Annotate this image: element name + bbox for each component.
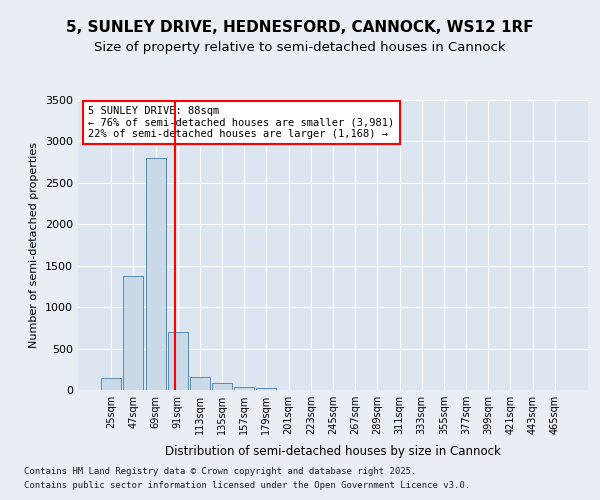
Text: Size of property relative to semi-detached houses in Cannock: Size of property relative to semi-detach… xyxy=(94,41,506,54)
Text: Contains public sector information licensed under the Open Government Licence v3: Contains public sector information licen… xyxy=(24,480,470,490)
Bar xyxy=(234,386,254,390)
Bar xyxy=(256,388,277,390)
Bar xyxy=(212,382,232,390)
Y-axis label: Number of semi-detached properties: Number of semi-detached properties xyxy=(29,142,40,348)
X-axis label: Distribution of semi-detached houses by size in Cannock: Distribution of semi-detached houses by … xyxy=(165,446,501,458)
Text: Contains HM Land Registry data © Crown copyright and database right 2025.: Contains HM Land Registry data © Crown c… xyxy=(24,466,416,475)
Bar xyxy=(124,276,143,390)
Text: 5 SUNLEY DRIVE: 88sqm
← 76% of semi-detached houses are smaller (3,981)
22% of s: 5 SUNLEY DRIVE: 88sqm ← 76% of semi-deta… xyxy=(88,106,394,139)
Bar xyxy=(146,158,166,390)
Text: 5, SUNLEY DRIVE, HEDNESFORD, CANNOCK, WS12 1RF: 5, SUNLEY DRIVE, HEDNESFORD, CANNOCK, WS… xyxy=(66,20,534,35)
Bar xyxy=(168,332,188,390)
Bar xyxy=(101,378,121,390)
Bar xyxy=(190,377,210,390)
